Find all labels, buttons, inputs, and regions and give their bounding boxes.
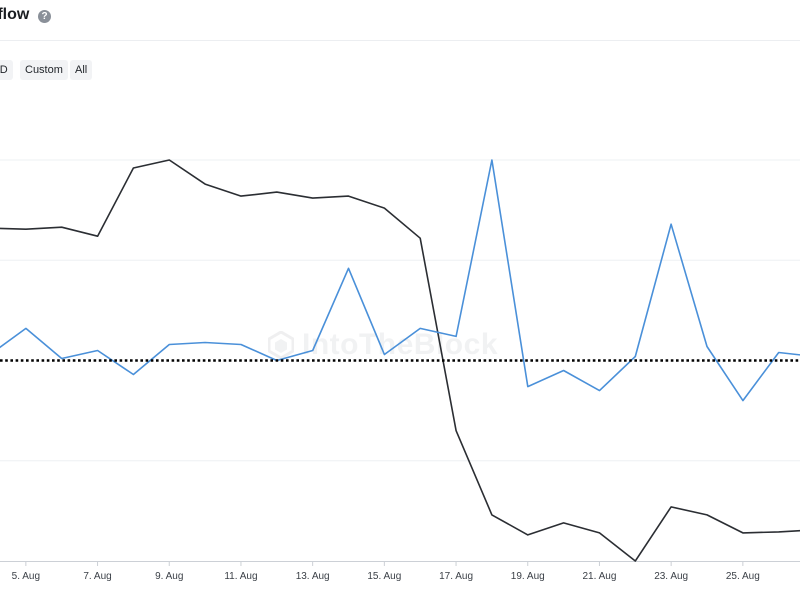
- range-button-custom[interactable]: Custom: [20, 60, 68, 80]
- x-tick-label: 23. Aug: [654, 571, 688, 582]
- range-button-ytd[interactable]: TD: [0, 60, 13, 80]
- range-button-all[interactable]: All: [70, 60, 93, 80]
- x-tick-label: 15. Aug: [367, 571, 401, 582]
- page-title: tflow: [0, 6, 30, 23]
- watermark-logo-icon: [268, 331, 294, 359]
- watermark: IntoTheBlock: [268, 328, 498, 362]
- series-line-blue: [0, 159, 800, 402]
- chart-grid: [0, 159, 800, 562]
- watermark-text: IntoTheBlock: [302, 328, 499, 361]
- chart-series: [0, 159, 800, 562]
- x-tick-label: 13. Aug: [296, 571, 330, 582]
- x-tick-label: 11. Aug: [224, 571, 257, 582]
- series-line-dark: [0, 159, 800, 562]
- question-circle-icon[interactable]: ?: [38, 10, 51, 23]
- x-tick-label: 21. Aug: [582, 571, 616, 582]
- x-tick-label: 7. Aug: [83, 571, 111, 582]
- x-tick-label: 9. Aug: [155, 571, 183, 582]
- chart-header: tflow ?: [0, 0, 800, 41]
- x-tick-label: 19. Aug: [511, 571, 545, 582]
- x-axis: 5. Aug 7. Aug 9. Aug 11. Aug 13. Aug 15. Aug 1…: [12, 562, 760, 582]
- x-tick-label: 5. Aug: [12, 571, 40, 582]
- x-tick-label: 17. Aug: [439, 571, 473, 582]
- x-tick-label: 25. Aug: [726, 571, 760, 582]
